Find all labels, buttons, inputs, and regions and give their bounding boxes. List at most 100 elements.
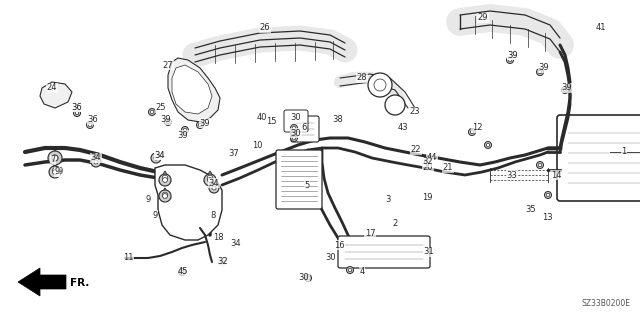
- FancyBboxPatch shape: [276, 150, 322, 209]
- Circle shape: [198, 123, 202, 127]
- Text: 39: 39: [508, 50, 518, 60]
- FancyBboxPatch shape: [291, 116, 319, 142]
- Text: 10: 10: [252, 140, 262, 150]
- Polygon shape: [50, 164, 60, 173]
- Text: 14: 14: [551, 170, 561, 180]
- Polygon shape: [168, 58, 220, 122]
- Circle shape: [183, 128, 187, 132]
- Circle shape: [292, 126, 296, 130]
- Circle shape: [163, 178, 168, 182]
- Circle shape: [52, 155, 58, 161]
- Circle shape: [305, 275, 312, 281]
- Polygon shape: [172, 65, 212, 114]
- Circle shape: [150, 110, 154, 114]
- Circle shape: [468, 129, 476, 136]
- Text: 39: 39: [178, 130, 188, 139]
- Text: 32: 32: [218, 257, 228, 266]
- Circle shape: [291, 135, 298, 142]
- Circle shape: [470, 130, 474, 134]
- Circle shape: [218, 258, 225, 265]
- Text: 26: 26: [260, 24, 270, 33]
- Circle shape: [385, 95, 405, 115]
- Text: 36: 36: [72, 102, 83, 112]
- Circle shape: [424, 159, 431, 166]
- Circle shape: [536, 161, 543, 168]
- Text: 39: 39: [508, 50, 518, 60]
- Polygon shape: [159, 188, 171, 198]
- Text: 20: 20: [423, 164, 433, 173]
- Circle shape: [52, 167, 58, 172]
- Text: 17: 17: [365, 228, 375, 238]
- Circle shape: [91, 157, 101, 167]
- Circle shape: [346, 266, 353, 273]
- Circle shape: [292, 136, 296, 140]
- Text: 24: 24: [47, 84, 57, 93]
- Circle shape: [506, 56, 513, 63]
- Circle shape: [86, 122, 93, 129]
- Circle shape: [220, 260, 224, 264]
- Polygon shape: [40, 82, 72, 108]
- Circle shape: [52, 170, 58, 174]
- Text: 3: 3: [385, 196, 390, 204]
- Circle shape: [547, 193, 550, 197]
- Text: 2: 2: [392, 219, 397, 228]
- Text: 39: 39: [539, 63, 549, 72]
- Text: 34: 34: [230, 239, 241, 248]
- Text: 34: 34: [155, 151, 165, 160]
- Text: 8: 8: [211, 211, 216, 219]
- Circle shape: [179, 269, 186, 276]
- Circle shape: [486, 143, 490, 147]
- Text: 37: 37: [228, 149, 239, 158]
- Polygon shape: [159, 171, 171, 182]
- Polygon shape: [155, 165, 222, 240]
- Text: 41: 41: [596, 24, 606, 33]
- Text: 30: 30: [299, 273, 309, 283]
- Text: 34: 34: [209, 179, 220, 188]
- Text: 21: 21: [443, 164, 453, 173]
- Circle shape: [164, 118, 172, 125]
- Text: 25: 25: [156, 103, 166, 113]
- Polygon shape: [204, 171, 216, 182]
- Text: 36: 36: [88, 115, 99, 124]
- Circle shape: [182, 127, 189, 133]
- Circle shape: [94, 160, 98, 164]
- Text: 39: 39: [161, 115, 172, 124]
- Circle shape: [561, 86, 568, 93]
- Text: 9: 9: [145, 196, 150, 204]
- Circle shape: [148, 108, 156, 115]
- Text: 30: 30: [326, 254, 336, 263]
- Circle shape: [207, 178, 212, 182]
- Text: 39: 39: [200, 118, 211, 128]
- Text: 32: 32: [218, 257, 228, 266]
- Text: 33: 33: [507, 170, 517, 180]
- Text: 35: 35: [525, 205, 536, 214]
- Circle shape: [166, 120, 170, 124]
- FancyBboxPatch shape: [557, 115, 640, 201]
- Circle shape: [348, 268, 352, 272]
- Text: 43: 43: [397, 123, 408, 132]
- Text: 44: 44: [427, 153, 437, 162]
- Circle shape: [48, 151, 62, 165]
- Circle shape: [209, 183, 219, 193]
- Circle shape: [291, 124, 298, 131]
- Circle shape: [52, 155, 58, 161]
- Circle shape: [545, 191, 552, 198]
- Circle shape: [159, 174, 171, 186]
- Circle shape: [536, 69, 543, 76]
- Text: 15: 15: [266, 117, 276, 127]
- Circle shape: [374, 79, 386, 91]
- Text: 12: 12: [472, 123, 483, 132]
- Text: 5: 5: [305, 181, 310, 189]
- Circle shape: [162, 192, 168, 198]
- Circle shape: [508, 58, 512, 62]
- Text: 36: 36: [72, 102, 83, 112]
- Text: 34: 34: [155, 151, 165, 160]
- Text: 11: 11: [123, 254, 133, 263]
- Text: 9: 9: [58, 167, 63, 176]
- Text: FR.: FR.: [70, 278, 90, 288]
- Text: 6: 6: [301, 123, 307, 132]
- Text: 38: 38: [333, 115, 344, 124]
- Text: 39: 39: [562, 84, 572, 93]
- FancyBboxPatch shape: [338, 236, 430, 268]
- Text: 22: 22: [411, 145, 421, 154]
